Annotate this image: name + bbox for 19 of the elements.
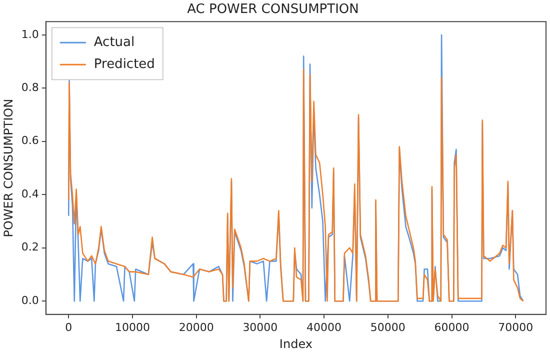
x-tick-label: 20000: [178, 320, 214, 334]
y-tick-label: 0.2: [21, 240, 39, 254]
x-tick-label: 50000: [370, 320, 406, 334]
x-tick-label: 0: [65, 320, 72, 334]
y-tick-label: 0.0: [21, 294, 39, 307]
legend-label: Actual: [94, 34, 135, 50]
x-tick-label: 40000: [306, 320, 342, 334]
x-tick-label: 60000: [434, 320, 470, 334]
y-tick-label: 0.8: [21, 81, 39, 94]
x-tick-label: 70000: [498, 320, 534, 334]
x-tick-label: 30000: [242, 320, 278, 334]
y-tick-label: 0.6: [21, 134, 39, 148]
legend-label: Predicted: [94, 56, 155, 72]
y-tick-label: 1.0: [21, 28, 39, 41]
x-axis-title: Index: [279, 336, 312, 351]
y-axis-title: POWER CONSUMPTION: [1, 98, 16, 238]
chart-title: AC POWER CONSUMPTION: [187, 2, 359, 18]
y-tick-label: 0.4: [21, 187, 39, 200]
x-tick-label: 10000: [114, 320, 150, 334]
